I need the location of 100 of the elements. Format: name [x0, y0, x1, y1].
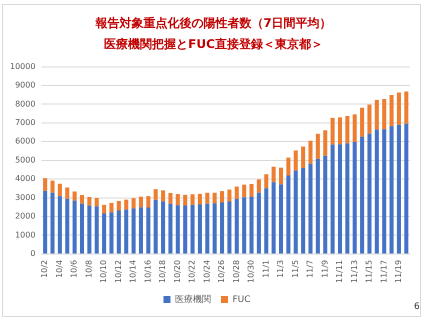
bar [272, 166, 276, 182]
bar [80, 204, 84, 254]
bar [390, 95, 394, 126]
bar [278, 168, 284, 184]
bar [249, 184, 254, 197]
bar [316, 134, 320, 159]
x-tick-label: 11/13 [350, 260, 359, 284]
bar [190, 204, 195, 254]
x-tick-label: 11/3 [276, 260, 286, 278]
bar [146, 208, 150, 254]
bar [65, 188, 70, 199]
bar [43, 178, 48, 191]
bar [176, 205, 180, 254]
bar [58, 196, 62, 254]
bar [212, 203, 217, 254]
bar [102, 214, 106, 254]
x-tick-label: 10/30 [246, 260, 256, 284]
bar [345, 143, 350, 254]
bar [109, 212, 114, 254]
bar [87, 206, 92, 254]
bar [294, 170, 298, 254]
bar [50, 180, 55, 193]
bar [124, 210, 128, 254]
x-tick-label: 10/8 [84, 260, 94, 278]
bar [390, 126, 394, 254]
bar [264, 174, 268, 188]
x-tick-label: 10/26 [217, 260, 226, 284]
bar [338, 117, 342, 144]
bar [360, 136, 364, 254]
bar [272, 182, 276, 254]
bar [360, 108, 364, 137]
bar [102, 204, 106, 214]
bar [227, 202, 232, 254]
x-tick-label: 11/5 [290, 260, 300, 278]
bar [72, 191, 77, 201]
bar [176, 194, 180, 206]
bar [72, 200, 77, 254]
bar [286, 176, 290, 254]
bar [330, 118, 335, 145]
bar [256, 192, 261, 254]
x-tick-label: 11/17 [379, 260, 388, 284]
bar [345, 116, 350, 144]
x-tick-label: 11/7 [306, 260, 315, 278]
bar [242, 197, 246, 254]
bar [94, 206, 99, 254]
x-tick-label: 11/11 [335, 260, 344, 284]
bar [301, 146, 306, 168]
y-tick-label: 10000 [10, 62, 36, 71]
y-tick-label: 6000 [15, 136, 36, 146]
x-tick-label: 10/20 [172, 260, 182, 284]
bar [65, 198, 70, 254]
bar [374, 130, 379, 254]
bar [220, 202, 224, 254]
bar [168, 204, 172, 254]
x-tick-label: 10/24 [202, 260, 212, 284]
x-tick-label: 10/6 [70, 260, 79, 278]
bar [264, 188, 268, 254]
bar [43, 190, 48, 254]
text: 6 [414, 302, 420, 312]
bar [278, 184, 284, 254]
bar [352, 114, 357, 142]
bar [404, 124, 408, 254]
bar [146, 196, 150, 208]
y-tick-label: 3000 [15, 192, 36, 202]
bar [205, 192, 210, 204]
bar [190, 194, 195, 205]
bar [94, 198, 99, 206]
bar [234, 198, 239, 254]
bar [382, 98, 386, 130]
bar [220, 191, 224, 202]
legend-label: 医療機関 [174, 294, 211, 305]
bar [382, 129, 386, 254]
y-tick-label: 8000 [15, 99, 36, 108]
y-tick-label: 0 [30, 249, 36, 258]
x-tick-label: 11/15 [364, 260, 374, 284]
bar [154, 189, 158, 200]
chart-title: 報告対象重点化後の陽性者数（7日間平均） [94, 15, 333, 32]
bar [352, 142, 357, 254]
bar [198, 194, 202, 205]
bar [367, 104, 372, 134]
bar [374, 100, 379, 130]
y-tick-label: 4000 [15, 174, 36, 184]
bar [242, 184, 246, 198]
bar [227, 190, 232, 202]
bar [124, 200, 128, 210]
bar [205, 204, 210, 254]
bar [154, 200, 158, 254]
bar [109, 202, 114, 212]
bar [301, 168, 306, 254]
bar [256, 179, 261, 193]
x-tick-label: 10/16 [143, 260, 152, 284]
bar [308, 140, 313, 164]
bar [116, 200, 121, 211]
bar [161, 190, 166, 202]
bar [367, 134, 372, 254]
x-tick-label: 10/18 [158, 260, 168, 284]
bar [308, 164, 313, 254]
bar [183, 194, 188, 206]
bar [87, 196, 92, 206]
bar [132, 208, 136, 254]
